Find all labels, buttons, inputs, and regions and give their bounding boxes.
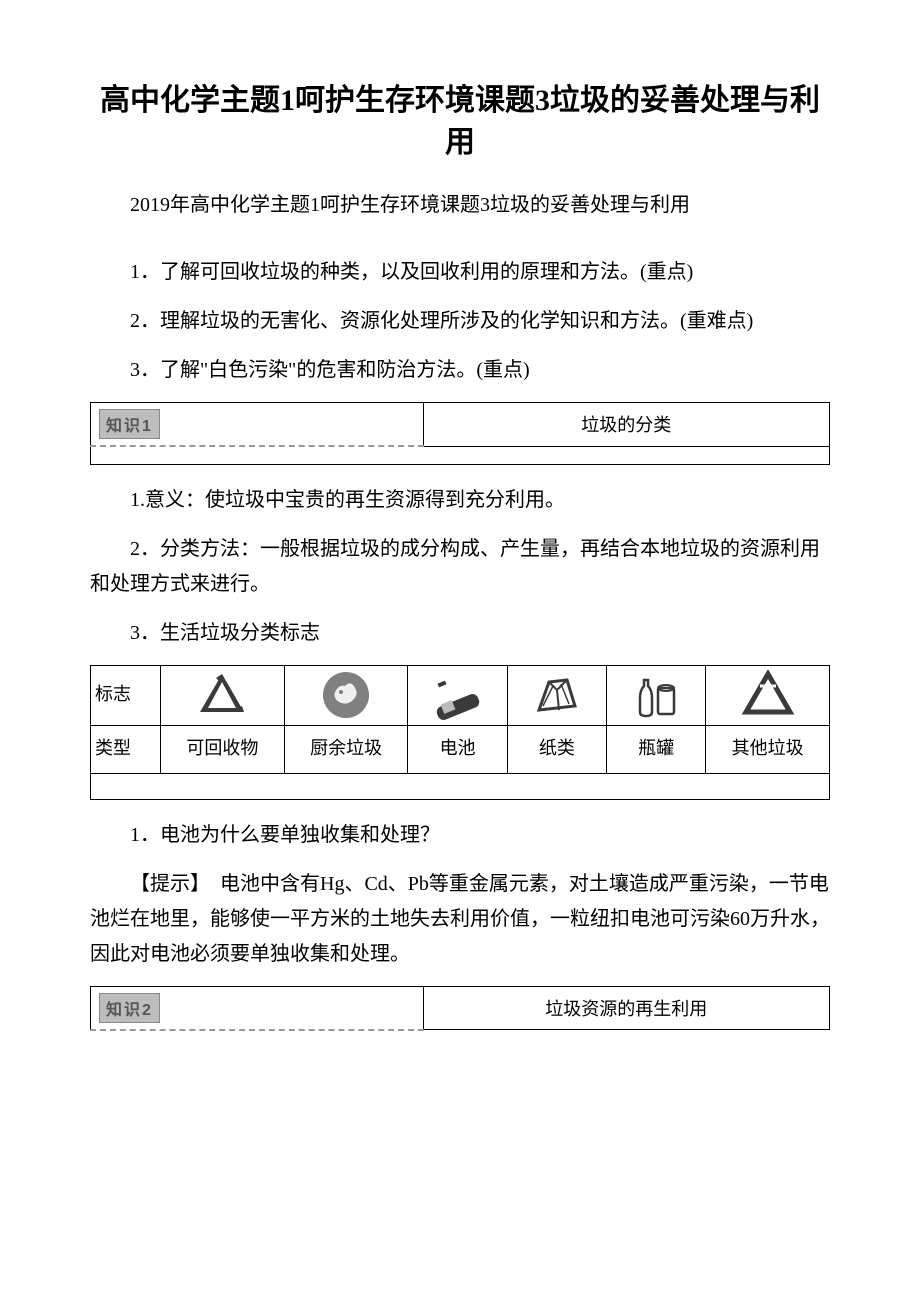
section1-p1: 1.意义：使垃圾中宝贵的再生资源得到充分利用。 — [90, 483, 830, 518]
icon-battery-cell — [408, 665, 507, 725]
type-paper: 纸类 — [507, 725, 606, 773]
icon-kitchen-cell — [284, 665, 408, 725]
other-waste-icon — [740, 670, 796, 720]
bottle-can-icon — [628, 670, 684, 720]
icon-bottle-cell — [606, 665, 705, 725]
question-1: 1．电池为什么要单独收集和处理？ — [90, 818, 830, 853]
kitchen-waste-icon — [319, 670, 373, 720]
objective-3: 3．了解"白色污染"的危害和防治方法。(重点) — [90, 353, 830, 388]
type-recyclable: 可回收物 — [161, 725, 285, 773]
knowledge-1-badge-cell: 知识1 — [91, 403, 424, 447]
icon-paper-cell — [507, 665, 606, 725]
hint-1: 【提示】 电池中含有Hg、Cd、Pb等重金属元素，对土壤造成严重污染，一节电池烂… — [90, 867, 830, 972]
row-label-type: 类型 — [91, 725, 161, 773]
knowledge-2-title-cell: 垃圾资源的再生利用 — [423, 986, 829, 1030]
type-other: 其他垃圾 — [706, 725, 830, 773]
section1-p2: 2．分类方法：一般根据垃圾的成分构成、产生量，再结合本地垃圾的资源利用和处理方式… — [90, 532, 830, 602]
paper-icon — [529, 670, 585, 720]
blank-cell — [91, 773, 830, 799]
objective-2: 2．理解垃圾的无害化、资源化处理所涉及的化学知识和方法。(重难点) — [90, 304, 830, 339]
battery-icon — [430, 670, 486, 720]
page-title: 高中化学主题1呵护生存环境课题3垃圾的妥善处理与利用 — [90, 80, 830, 164]
type-bottle: 瓶罐 — [606, 725, 705, 773]
objective-1: 1．了解可回收垃圾的种类，以及回收利用的原理和方法。(重点) — [90, 255, 830, 290]
waste-classification-table: 标志 — [90, 665, 830, 800]
icon-other-cell — [706, 665, 830, 725]
knowledge-badge-1: 知识1 — [99, 409, 160, 439]
knowledge-badge-2: 知识2 — [99, 993, 160, 1023]
knowledge-2-badge-cell: 知识2 — [91, 986, 424, 1030]
intro-paragraph: 2019年高中化学主题1呵护生存环境课题3垃圾的妥善处理与利用 — [90, 188, 830, 223]
knowledge-2-table: 知识2 垃圾资源的再生利用 — [90, 986, 830, 1031]
type-battery: 电池 — [408, 725, 507, 773]
row-label-mark: 标志 — [91, 665, 161, 725]
knowledge-1-table: 知识1 垃圾的分类 — [90, 402, 830, 465]
type-kitchen: 厨余垃圾 — [284, 725, 408, 773]
recyclable-icon — [194, 670, 250, 720]
empty-cell — [91, 446, 830, 464]
icon-recyclable-cell — [161, 665, 285, 725]
section1-p3: 3．生活垃圾分类标志 — [90, 616, 830, 651]
knowledge-1-title-cell: 垃圾的分类 — [423, 403, 829, 447]
